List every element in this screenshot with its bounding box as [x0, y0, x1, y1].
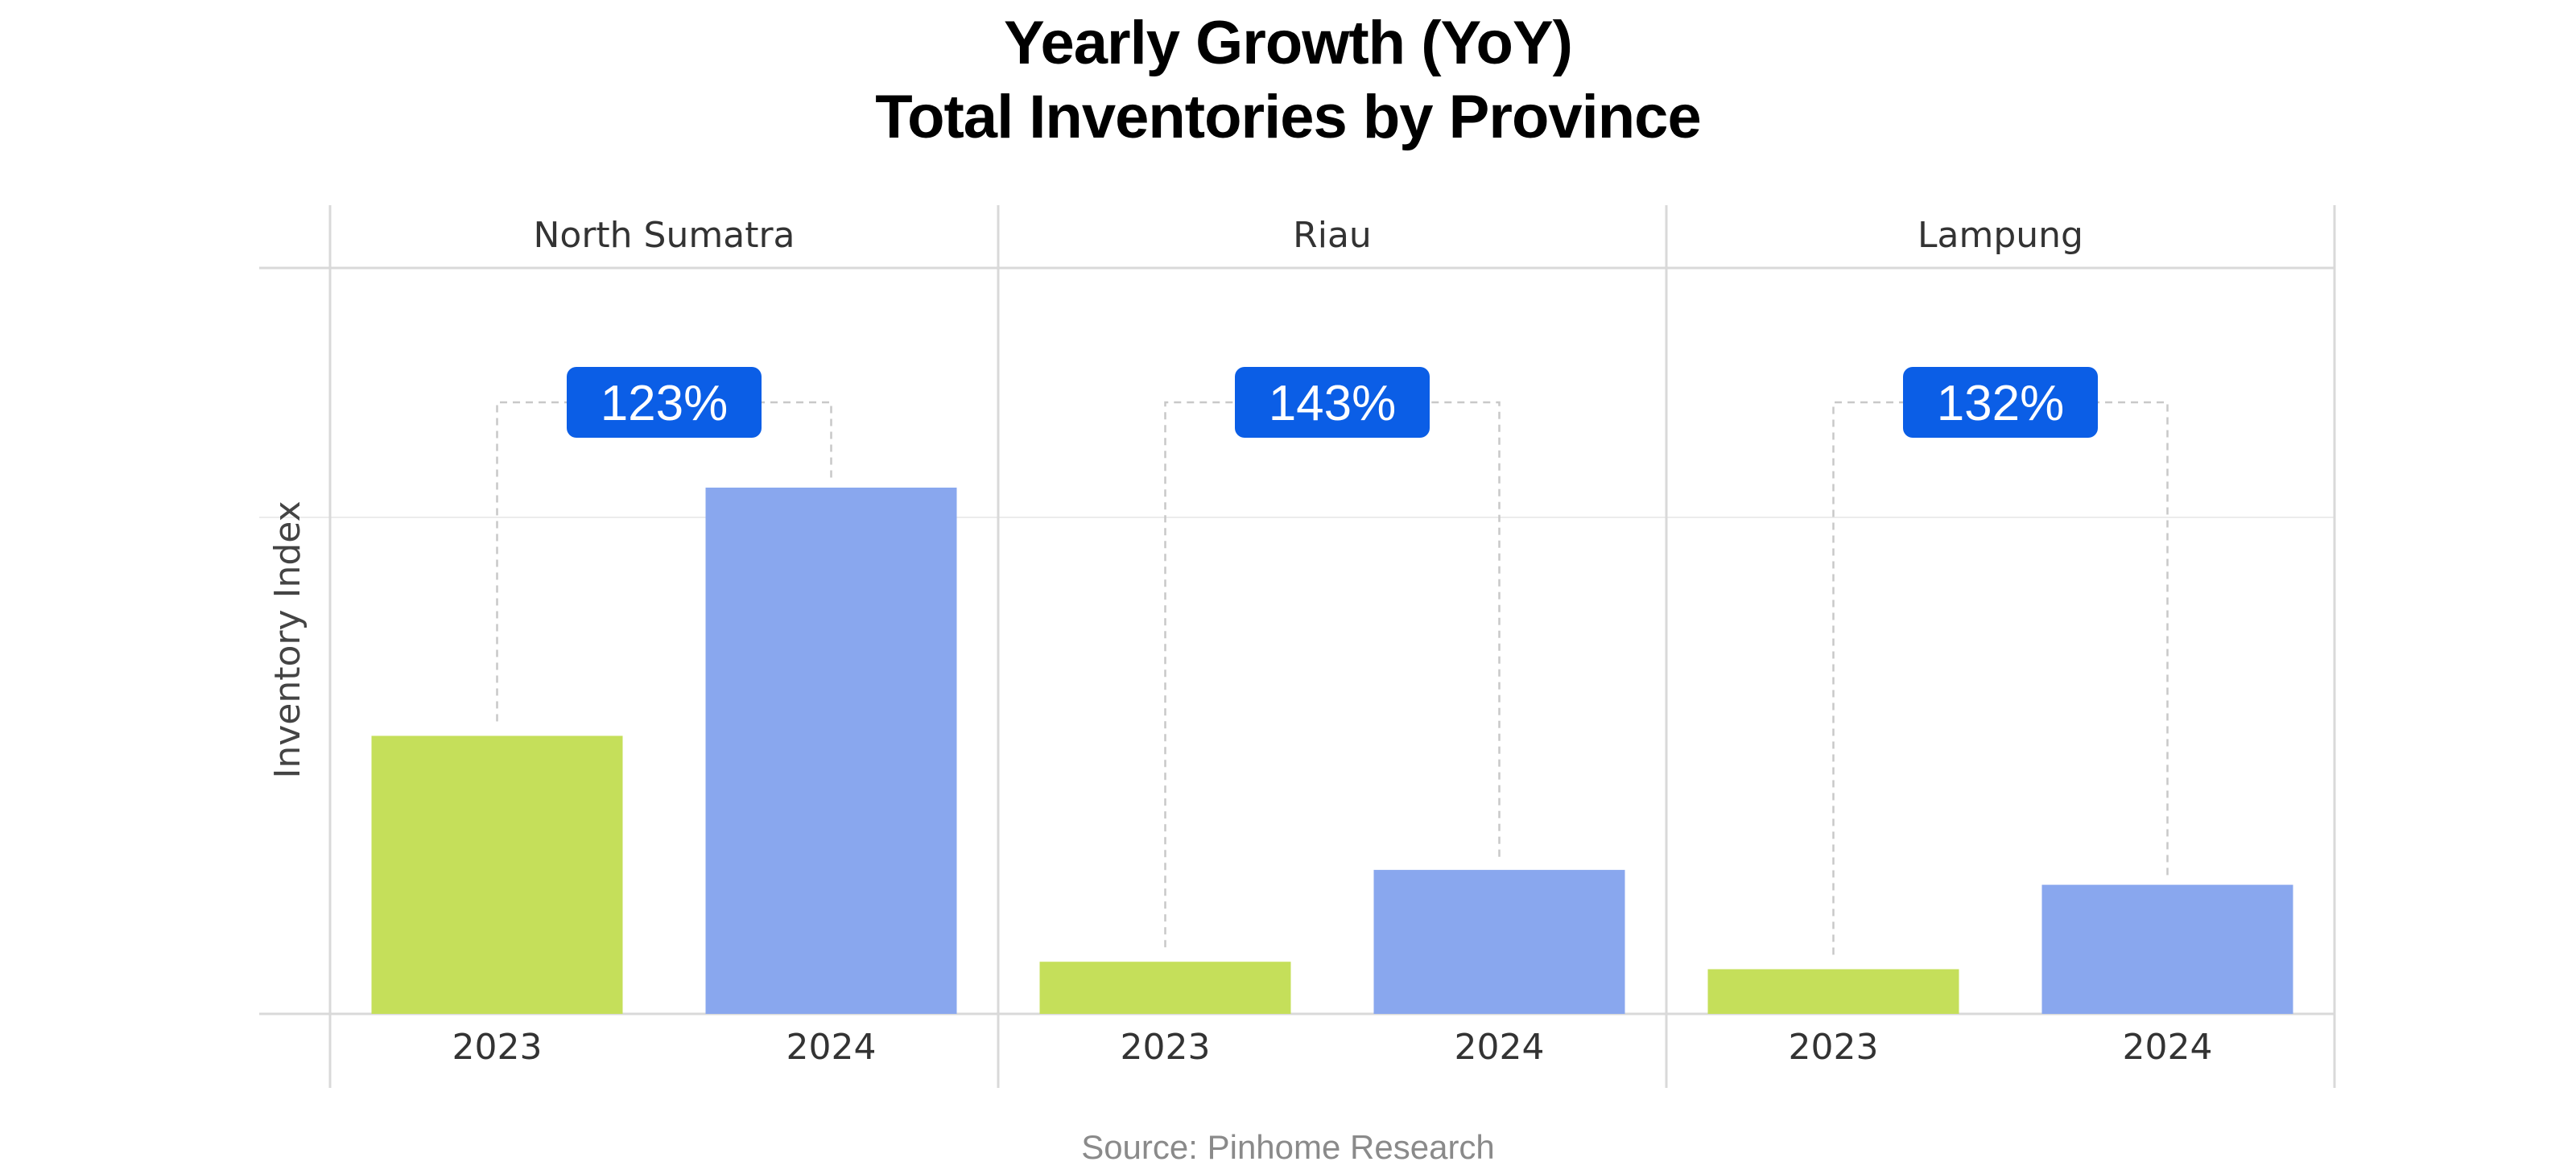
growth-badge-label: 132%	[1937, 376, 2065, 431]
source-note: Source: Pinhome Research	[1081, 1128, 1495, 1166]
bar-2023	[371, 735, 623, 1014]
chart-title: Yearly Growth (YoY)	[1004, 9, 1573, 77]
bar-2023	[1039, 962, 1291, 1014]
growth-badge	[1903, 367, 2098, 438]
chart-subtitle: Total Inventories by Province	[875, 83, 1701, 151]
y-axis-label: Inventory Index	[267, 500, 308, 778]
bar-2023	[1707, 969, 1959, 1014]
growth-badge	[1235, 367, 1430, 438]
facet-label: Lampung	[1918, 215, 2083, 256]
growth-badge-label: 123%	[601, 376, 729, 431]
facet-label: Riau	[1293, 215, 1372, 256]
annotation-layer: North Sumatra 2023 2024 123% Riau 2023 2024 143…	[452, 215, 2213, 1068]
x-tick-label: 2024	[786, 1027, 877, 1068]
facet-label: North Sumatra	[534, 215, 795, 256]
bar-2024	[705, 487, 957, 1014]
growth-connector	[496, 401, 832, 722]
bar-2024	[2041, 884, 2293, 1014]
x-tick-label: 2023	[1121, 1027, 1211, 1068]
growth-badge	[567, 367, 762, 438]
bars-layer	[371, 487, 2293, 1014]
x-tick-label: 2023	[1789, 1027, 1879, 1068]
x-tick-label: 2024	[2123, 1027, 2213, 1068]
growth-connector	[1832, 401, 2169, 955]
x-tick-label: 2023	[452, 1027, 543, 1068]
grid-layer	[259, 205, 2336, 1088]
x-tick-label: 2024	[1455, 1027, 1545, 1068]
growth-badge-label: 143%	[1269, 376, 1397, 431]
growth-connector	[1164, 401, 1501, 948]
bar-2024	[1373, 870, 1625, 1014]
